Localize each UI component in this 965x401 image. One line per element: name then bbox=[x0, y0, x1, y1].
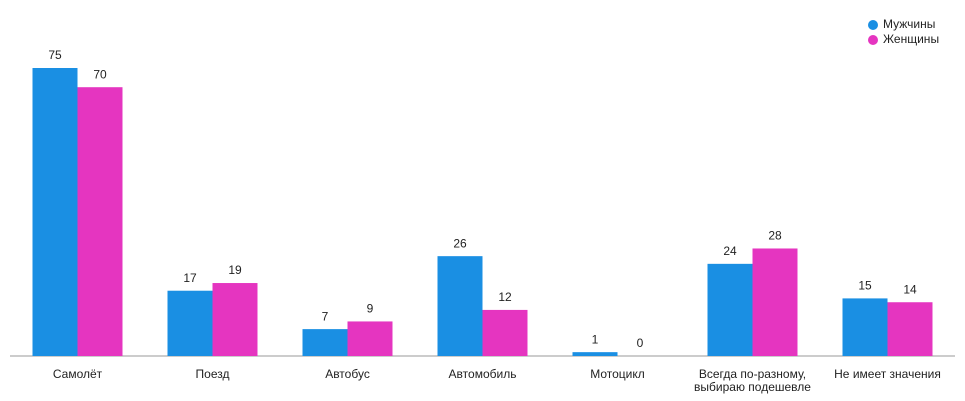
bar bbox=[572, 352, 618, 356]
x-tick-label: Всегда по-разному, выбираю подешевле bbox=[694, 367, 811, 394]
value-label: 15 bbox=[858, 279, 872, 293]
x-tick-label: Самолёт bbox=[53, 367, 103, 381]
value-label: 17 bbox=[183, 271, 197, 285]
legend-marker bbox=[868, 35, 878, 45]
bar bbox=[212, 283, 258, 356]
legend-label: Женщины bbox=[883, 32, 939, 46]
bar bbox=[707, 263, 753, 356]
value-label: 14 bbox=[903, 282, 917, 296]
bar bbox=[77, 87, 123, 356]
bar bbox=[167, 290, 213, 356]
value-label: 75 bbox=[48, 48, 62, 62]
bar bbox=[752, 248, 798, 356]
x-tick-label: Не имеет значения bbox=[834, 367, 941, 381]
x-tick-label: Поезд bbox=[196, 367, 230, 381]
value-label: 7 bbox=[322, 309, 329, 323]
bar bbox=[32, 68, 78, 356]
bar bbox=[482, 309, 528, 356]
bar bbox=[302, 329, 348, 356]
value-label: 28 bbox=[768, 229, 782, 243]
bar bbox=[842, 298, 888, 356]
value-label: 12 bbox=[498, 290, 512, 304]
bar bbox=[347, 321, 393, 356]
x-tick-label: Мотоцикл bbox=[590, 367, 645, 381]
value-label: 26 bbox=[453, 236, 467, 250]
value-label: 0 bbox=[637, 336, 644, 350]
value-label: 19 bbox=[228, 263, 242, 277]
value-label: 24 bbox=[723, 244, 737, 258]
bar bbox=[887, 302, 933, 356]
value-label: 70 bbox=[93, 67, 107, 81]
value-label: 9 bbox=[367, 302, 374, 316]
x-tick-label: Автомобиль bbox=[449, 367, 517, 381]
bar bbox=[437, 256, 483, 356]
value-label: 1 bbox=[592, 332, 599, 346]
legend-label: Мужчины bbox=[883, 17, 935, 31]
legend-marker bbox=[868, 20, 878, 30]
x-tick-label: Автобус bbox=[325, 367, 370, 381]
